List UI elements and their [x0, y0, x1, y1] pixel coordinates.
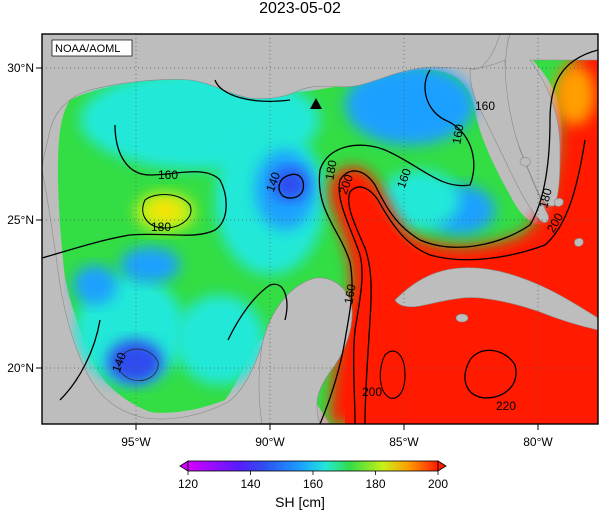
contour-label: 160: [341, 283, 358, 305]
contour-label: 200: [336, 172, 356, 196]
colorbar-tick-label: 200: [428, 477, 448, 491]
colorbar: 120 140 160 180 200: [178, 460, 448, 491]
credit-box: [51, 39, 133, 57]
contour-label: 220: [496, 399, 516, 413]
axis-ticks: [36, 67, 539, 430]
contour-label: 160: [158, 168, 178, 182]
map-frame: [41, 33, 599, 425]
map-title: 2023-05-02: [259, 0, 341, 17]
station-marker-icon: [310, 98, 322, 109]
yucatan: [258, 277, 353, 424]
lat-label: 30°N: [7, 61, 34, 75]
cuba: [394, 267, 598, 331]
lat-label: 25°N: [7, 213, 34, 227]
colorbar-tick-label: 120: [178, 477, 198, 491]
contour-label: 180: [536, 186, 555, 209]
contour-label: 140: [263, 170, 283, 194]
graticule: [42, 34, 598, 424]
contour-label: 180: [322, 159, 339, 181]
colorbar-tick-label: 140: [240, 477, 260, 491]
credit-label: NOAA/AOML: [55, 43, 120, 55]
contour-label: 160: [449, 123, 466, 145]
colorbar-tick-label: 160: [303, 477, 323, 491]
colorbar-gradient: [187, 460, 439, 472]
colorbar-tick-label: 180: [365, 477, 385, 491]
contour-label: 200: [362, 385, 382, 399]
lon-label: 90°W: [255, 435, 285, 449]
lon-label: 95°W: [121, 435, 151, 449]
lat-label: 20°N: [7, 361, 34, 375]
contour-lines: [42, 49, 598, 424]
colorbar-high-arrow: [437, 460, 447, 472]
contour-label: 160: [394, 166, 414, 190]
contour-label: 140: [109, 350, 129, 374]
colorbar-unit-label: SH [cm]: [275, 494, 325, 510]
landmasses: [42, 34, 598, 424]
contour-label: 160: [475, 99, 495, 113]
florida: [469, 59, 549, 223]
lon-label: 85°W: [389, 435, 419, 449]
colorbar-low-arrow: [179, 460, 189, 472]
lon-label: 80°W: [523, 435, 553, 449]
contour-label: 180: [151, 220, 171, 234]
